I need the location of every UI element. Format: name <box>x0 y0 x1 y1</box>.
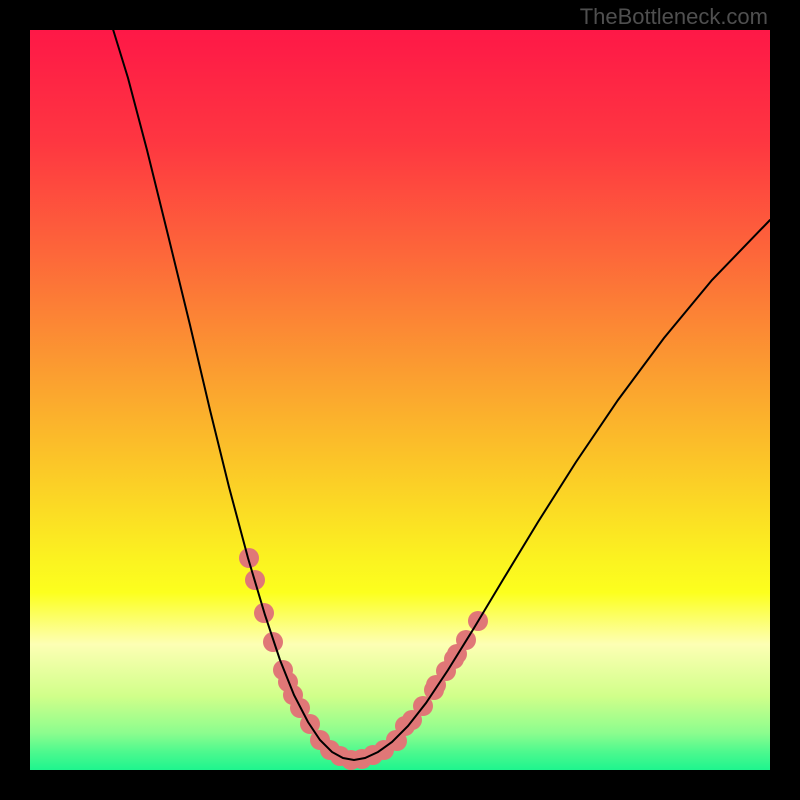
chart-frame: TheBottleneck.com <box>0 0 800 800</box>
bottleneck-curve <box>112 26 770 760</box>
watermark-text: TheBottleneck.com <box>580 4 768 30</box>
plot-area <box>30 30 770 770</box>
scatter-point <box>387 731 407 751</box>
curve-layer <box>30 30 770 770</box>
